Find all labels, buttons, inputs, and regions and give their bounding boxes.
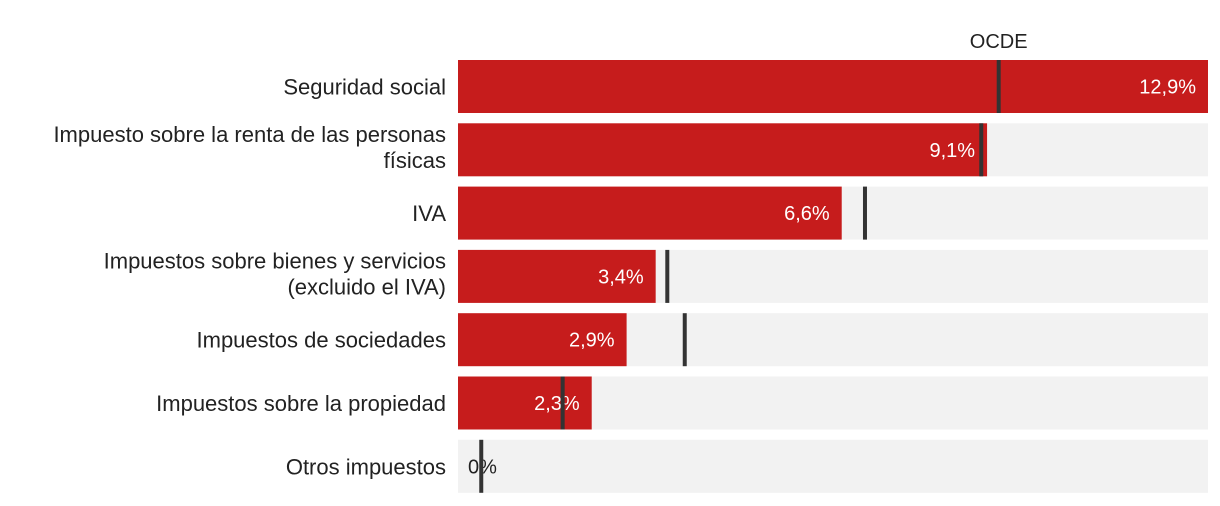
value-label: 2,9% [569,330,615,352]
category-label: IVA [412,201,446,226]
value-label: 12,9% [1139,77,1196,99]
category-label: (excluido el IVA) [287,274,446,299]
value-label: 3,4% [598,266,644,288]
bar [458,249,656,303]
ocde-marker [862,186,867,240]
bar [458,186,842,240]
bar [458,313,627,367]
ocde-marker [682,313,687,367]
category-label: Impuestos sobre la propiedad [156,391,446,416]
ocde-marker [996,60,1001,113]
bar [458,376,592,430]
ocde-marker [665,249,670,303]
legend-label-ocde: OCDE [970,31,1028,53]
value-label: 2,3% [534,393,580,415]
value-label: 9,1% [929,140,975,162]
category-label: Otros impuestos [286,454,446,479]
category-label: físicas [384,148,446,173]
category-label: Impuesto sobre la renta de las personas [53,122,446,147]
ocde-marker [560,376,565,430]
ocde-marker [479,439,484,493]
bar [458,60,1208,113]
ocde-marker [979,123,984,177]
value-label: 6,6% [784,203,830,225]
chart-rows: 12,9% Seguridad social 9,1% Impuesto sobre … [53,60,1208,493]
category-label: Seguridad social [283,75,446,100]
category-label: Impuestos sobre bienes y servicios [104,248,446,273]
category-label: Impuestos de sociedades [197,328,447,353]
bar [458,123,988,177]
bar-track [458,439,1208,493]
